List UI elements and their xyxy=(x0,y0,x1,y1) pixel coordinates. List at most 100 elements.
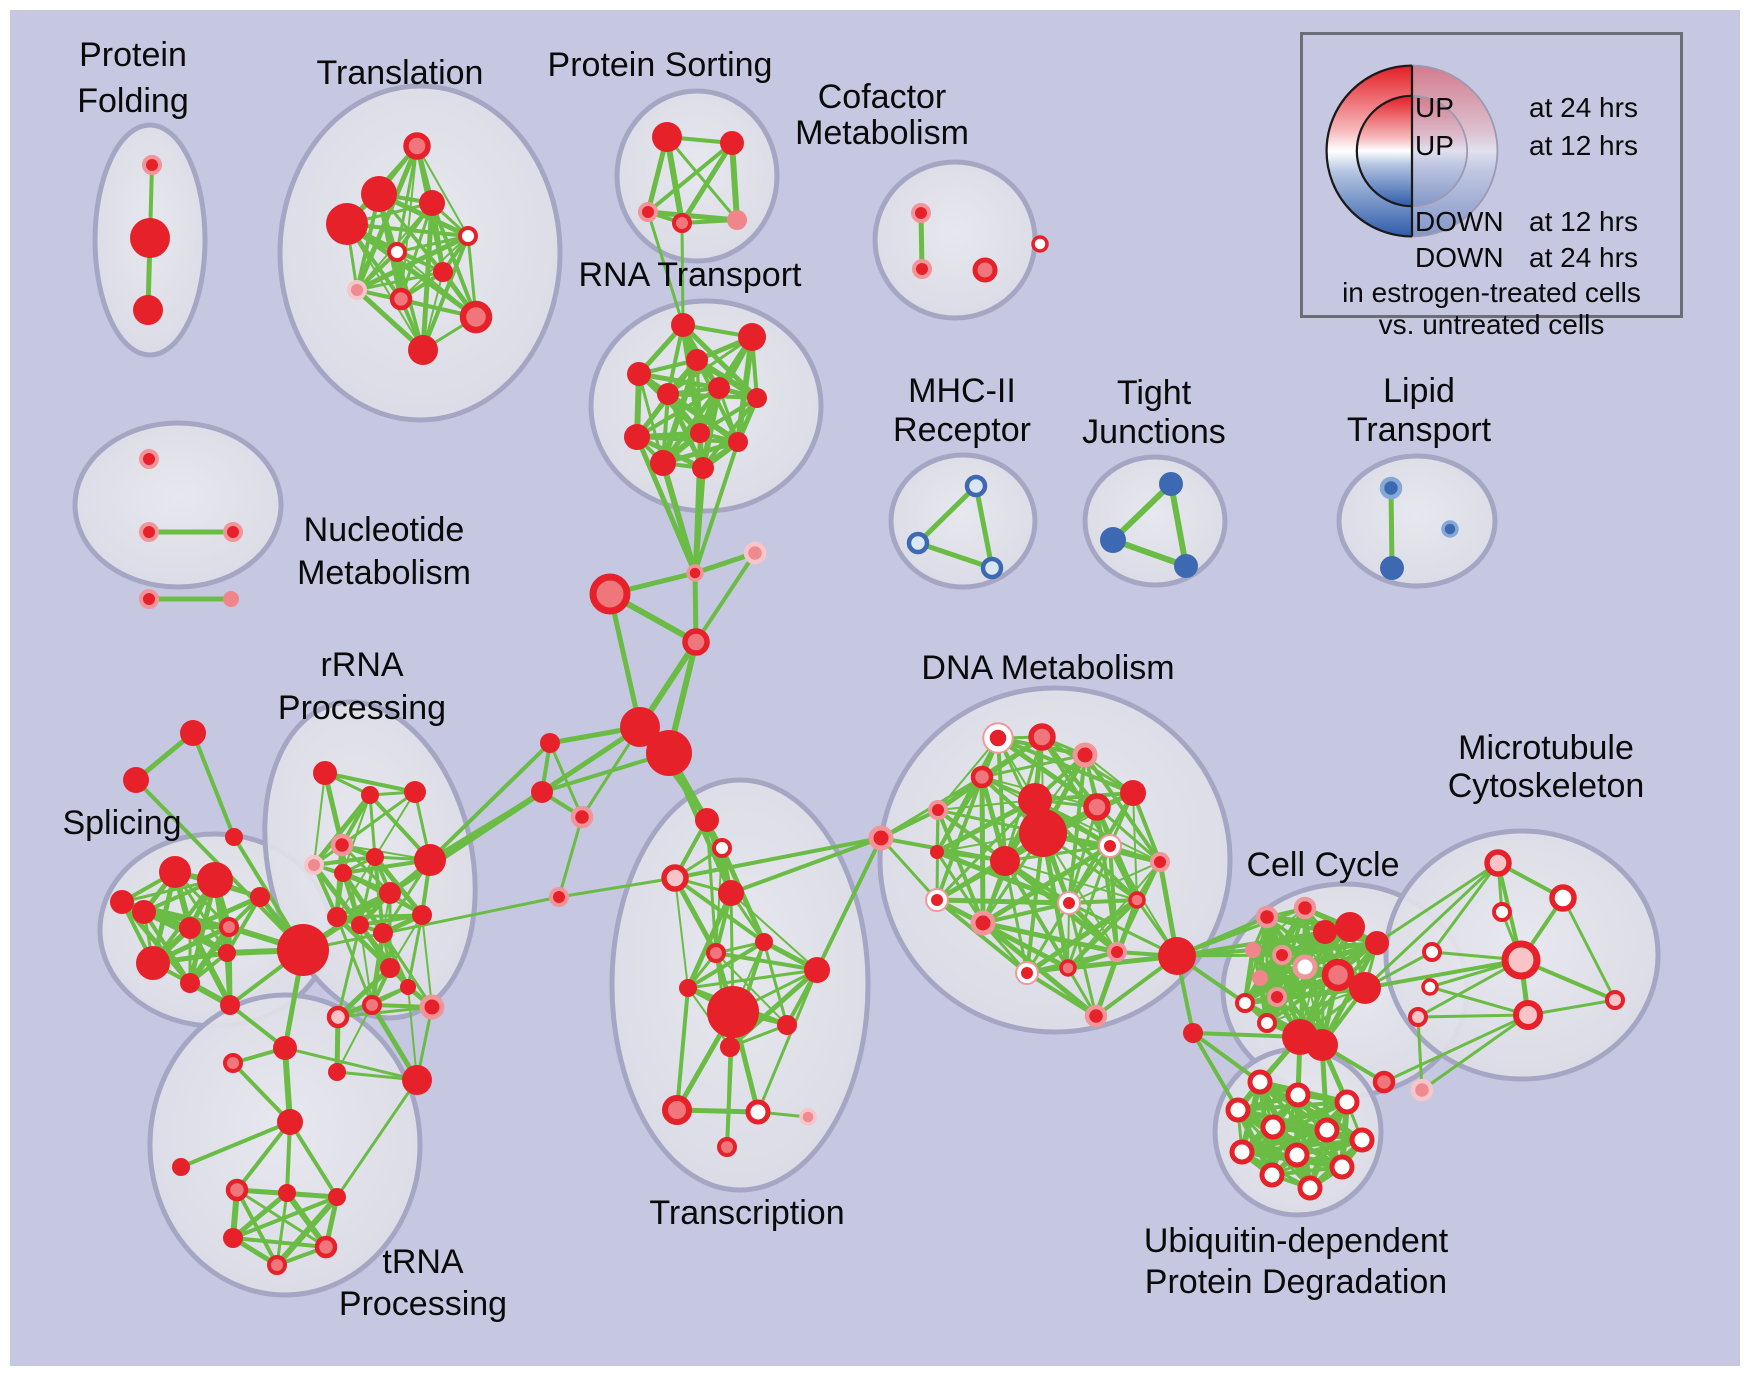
node-d9[interactable] xyxy=(1083,793,1111,821)
node-u10[interactable] xyxy=(1329,1154,1355,1180)
node-cc13[interactable] xyxy=(1235,993,1255,1013)
node-rt1[interactable] xyxy=(671,313,695,337)
node-mt2[interactable] xyxy=(1549,884,1577,912)
node-r9[interactable] xyxy=(379,882,401,904)
node-nm2[interactable] xyxy=(139,522,159,542)
node-s4[interactable] xyxy=(179,917,201,939)
node-t11[interactable] xyxy=(408,335,438,365)
node-c7[interactable] xyxy=(570,805,594,829)
node-s10[interactable] xyxy=(250,887,270,907)
node-rt7[interactable] xyxy=(747,388,767,408)
node-rt10[interactable] xyxy=(624,424,650,450)
node-tx2[interactable] xyxy=(712,838,732,858)
node-u7[interactable] xyxy=(1349,1127,1375,1153)
node-tx1[interactable] xyxy=(695,808,719,832)
node-cc2[interactable] xyxy=(1293,896,1317,920)
node-r20[interactable] xyxy=(328,1063,346,1081)
node-tx7[interactable] xyxy=(679,979,697,997)
node-cc3[interactable] xyxy=(1313,920,1337,944)
node-lt1[interactable] xyxy=(1379,476,1403,500)
node-tn5[interactable] xyxy=(172,1158,190,1176)
node-rt6[interactable] xyxy=(657,383,679,405)
node-d4[interactable] xyxy=(970,765,994,789)
node-d2[interactable] xyxy=(1028,723,1056,751)
node-nm1[interactable] xyxy=(139,449,159,469)
node-tx13[interactable] xyxy=(745,1099,771,1125)
node-tx3[interactable] xyxy=(661,864,689,892)
node-pf3[interactable] xyxy=(133,295,163,325)
node-t9[interactable] xyxy=(389,287,413,311)
node-cf1[interactable] xyxy=(911,203,931,223)
node-c8[interactable] xyxy=(549,887,569,907)
node-tn4[interactable] xyxy=(277,1109,303,1135)
node-cc10[interactable] xyxy=(1349,972,1381,1004)
node-tx6[interactable] xyxy=(706,943,726,963)
node-rt12[interactable] xyxy=(692,457,714,479)
node-c1[interactable] xyxy=(686,564,704,582)
node-t10[interactable] xyxy=(459,300,493,334)
node-c6[interactable] xyxy=(531,781,553,803)
node-tx5[interactable] xyxy=(755,933,773,951)
node-tx14[interactable] xyxy=(799,1108,817,1126)
node-tx8[interactable] xyxy=(804,957,830,983)
node-cc16[interactable] xyxy=(1306,1029,1338,1061)
node-tr3[interactable] xyxy=(225,828,243,846)
node-d8[interactable] xyxy=(1120,780,1146,806)
node-sphub[interactable] xyxy=(277,924,329,976)
node-s9[interactable] xyxy=(218,944,236,962)
node-t8[interactable] xyxy=(347,280,367,300)
node-t7[interactable] xyxy=(433,262,453,282)
node-pf1[interactable] xyxy=(142,155,162,175)
node-c2[interactable] xyxy=(743,541,767,565)
node-rt5[interactable] xyxy=(708,377,730,399)
node-mt9[interactable] xyxy=(1605,990,1625,1010)
node-ltd[interactable] xyxy=(868,825,894,851)
node-ps3[interactable] xyxy=(638,202,658,222)
node-u8[interactable] xyxy=(1229,1139,1255,1165)
node-d5[interactable] xyxy=(928,800,948,820)
node-cc18[interactable] xyxy=(1410,1078,1434,1102)
node-m1[interactable] xyxy=(964,474,988,498)
node-tn7[interactable] xyxy=(278,1184,296,1202)
node-s2[interactable] xyxy=(197,862,233,898)
node-cf4[interactable] xyxy=(1031,235,1049,253)
node-d24[interactable] xyxy=(1084,1004,1108,1028)
node-s7[interactable] xyxy=(136,946,170,980)
node-rt11[interactable] xyxy=(650,450,676,476)
node-cc1[interactable] xyxy=(1255,905,1279,929)
node-tx9[interactable] xyxy=(707,986,759,1038)
node-r17[interactable] xyxy=(326,1005,350,1029)
node-t5[interactable] xyxy=(458,226,478,246)
node-lt2[interactable] xyxy=(1380,556,1404,580)
node-t4[interactable] xyxy=(419,190,445,216)
node-m2[interactable] xyxy=(906,531,930,555)
node-cc8[interactable] xyxy=(1292,954,1318,980)
node-u1[interactable] xyxy=(1247,1069,1273,1095)
node-rt8[interactable] xyxy=(690,423,710,443)
node-d3[interactable] xyxy=(1072,742,1098,768)
node-tj2[interactable] xyxy=(1100,527,1126,553)
node-r15[interactable] xyxy=(400,979,416,995)
node-r3[interactable] xyxy=(404,781,426,803)
node-r18[interactable] xyxy=(419,994,445,1020)
node-d14[interactable] xyxy=(1150,852,1170,872)
node-cf2[interactable] xyxy=(912,259,932,279)
node-tr2[interactable] xyxy=(123,767,149,793)
node-cc6[interactable] xyxy=(1245,942,1261,958)
node-cc11[interactable] xyxy=(1252,970,1268,986)
node-tx11[interactable] xyxy=(720,1037,740,1057)
node-c4[interactable] xyxy=(682,628,710,656)
node-u2[interactable] xyxy=(1285,1082,1311,1108)
node-d11[interactable] xyxy=(1019,809,1067,857)
node-d12[interactable] xyxy=(990,846,1020,876)
node-rt2[interactable] xyxy=(738,323,766,351)
node-cc4[interactable] xyxy=(1335,912,1365,942)
node-tx4[interactable] xyxy=(718,880,744,906)
node-r16[interactable] xyxy=(362,995,382,1015)
node-r14[interactable] xyxy=(380,958,400,978)
node-d23[interactable] xyxy=(1059,893,1079,913)
node-s5[interactable] xyxy=(219,917,239,937)
node-d18[interactable] xyxy=(1059,959,1077,977)
node-tx10[interactable] xyxy=(777,1015,797,1035)
node-t3[interactable] xyxy=(326,203,368,245)
